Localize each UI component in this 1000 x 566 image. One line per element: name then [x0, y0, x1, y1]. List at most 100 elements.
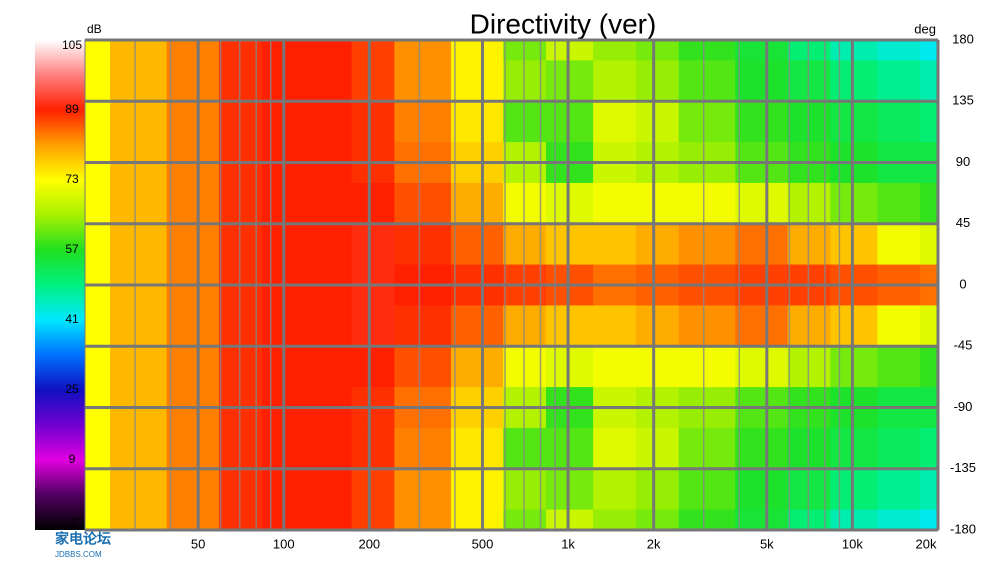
heatmap-cell	[166, 427, 220, 470]
colorbar-tick-label: 25	[65, 382, 79, 396]
heatmap-cell	[830, 40, 878, 61]
heatmap-cell	[85, 427, 111, 470]
heatmap-cell	[394, 60, 452, 102]
heatmap-cell	[678, 182, 736, 225]
heatmap-cell	[351, 40, 395, 61]
heatmap-cell	[394, 101, 452, 143]
x-tick-label: 500	[472, 536, 494, 551]
heatmap-cell	[166, 305, 220, 347]
heatmap-cell	[593, 40, 637, 61]
heatmap-cell	[218, 346, 263, 388]
heatmap-cell	[503, 427, 547, 470]
heatmap-cell	[735, 346, 789, 388]
heatmap-cell	[110, 427, 168, 470]
heatmap-cell	[635, 509, 680, 531]
heatmap-cell	[635, 182, 680, 225]
heatmap-cell	[110, 509, 168, 531]
heatmap-cell	[261, 40, 310, 61]
y-tick-label: 180	[952, 31, 974, 46]
heatmap-cell	[166, 468, 220, 511]
heatmap-cell	[308, 182, 353, 225]
heatmap-cell	[593, 509, 637, 531]
heatmap-cell	[593, 427, 637, 470]
heatmap-cell	[830, 60, 878, 102]
heatmap-cell	[394, 40, 452, 61]
heatmap-cell	[546, 60, 594, 102]
heatmap-cell	[920, 509, 939, 531]
heatmap-cell	[787, 346, 831, 388]
heatmap-cell	[503, 468, 547, 511]
heatmap-cell	[218, 101, 263, 143]
heatmap-cell	[351, 509, 395, 531]
heatmap-cell	[503, 101, 547, 143]
heatmap-cell	[920, 60, 939, 102]
watermark: 家电论坛	[55, 531, 111, 547]
chart-title: Directivity (ver)	[470, 8, 657, 39]
heatmap-cell	[678, 427, 736, 470]
y-tick-label: -135	[950, 460, 976, 475]
heatmap-cell	[546, 305, 594, 347]
heatmap-cell	[593, 60, 637, 102]
x-tick-label: 5k	[760, 536, 774, 551]
heatmap-cell	[218, 40, 263, 61]
colorbar-label: dB	[87, 22, 102, 36]
heatmap-cell	[218, 509, 263, 531]
heatmap-cell	[503, 346, 547, 388]
watermark: JDBBS.COM	[55, 550, 102, 559]
heatmap-cell	[787, 427, 831, 470]
heatmap-cell	[830, 305, 878, 347]
heatmap-cell	[920, 305, 939, 347]
heatmap-cell	[920, 346, 939, 388]
heatmap-cell	[787, 223, 831, 266]
heatmap-cell	[546, 346, 594, 388]
heatmap-cell	[920, 223, 939, 266]
heatmap-cell	[503, 40, 547, 61]
y-tick-label: -180	[950, 521, 976, 536]
colorbar-tick-label: 105	[62, 38, 82, 52]
heatmap-cell	[735, 509, 789, 531]
heatmap-cell	[877, 509, 921, 531]
heatmap-cell	[787, 468, 831, 511]
heatmap-cell	[678, 60, 736, 102]
heatmap-cell	[877, 101, 921, 143]
heatmap-cell	[85, 509, 111, 531]
heatmap-cell	[877, 60, 921, 102]
heatmap-cell	[877, 223, 921, 266]
heatmap-cell	[787, 40, 831, 61]
colorbar-tick-label: -7	[67, 516, 78, 530]
heatmap-cell	[503, 509, 547, 531]
heatmap-cell	[635, 346, 680, 388]
y-tick-label: -90	[954, 399, 973, 414]
heatmap-cell	[450, 346, 504, 388]
heatmap-cell	[166, 509, 220, 531]
heatmap-cell	[593, 101, 637, 143]
heatmap-cell	[450, 60, 504, 102]
heatmap-cell	[85, 182, 111, 225]
heatmap-cell	[351, 101, 395, 143]
heatmap-cell	[830, 223, 878, 266]
heatmap-cell	[351, 60, 395, 102]
heatmap-cell	[546, 468, 594, 511]
heatmap-cell	[735, 182, 789, 225]
heatmap-cell	[877, 40, 921, 61]
heatmap-cell	[450, 427, 504, 470]
heatmap-cell	[166, 182, 220, 225]
heatmap-cell	[735, 40, 789, 61]
heatmap-cell	[787, 60, 831, 102]
colorbar-tick-label: 41	[65, 312, 79, 326]
heatmap-cell	[351, 305, 395, 347]
heatmap-cell	[110, 60, 168, 102]
heatmap-cell	[218, 182, 263, 225]
heatmap-cell	[110, 40, 168, 61]
heatmap-cell	[546, 101, 594, 143]
x-tick-label: 50	[191, 536, 205, 551]
x-tick-label: 20k	[916, 536, 937, 551]
heatmap-cell	[593, 468, 637, 511]
heatmap-cell	[450, 182, 504, 225]
x-tick-label: 1k	[561, 536, 575, 551]
heatmap-cell	[546, 223, 594, 266]
heatmap-cell	[678, 223, 736, 266]
heatmap-cell	[787, 182, 831, 225]
y-axis-label: deg	[914, 21, 936, 36]
heatmap-cell	[261, 468, 310, 511]
